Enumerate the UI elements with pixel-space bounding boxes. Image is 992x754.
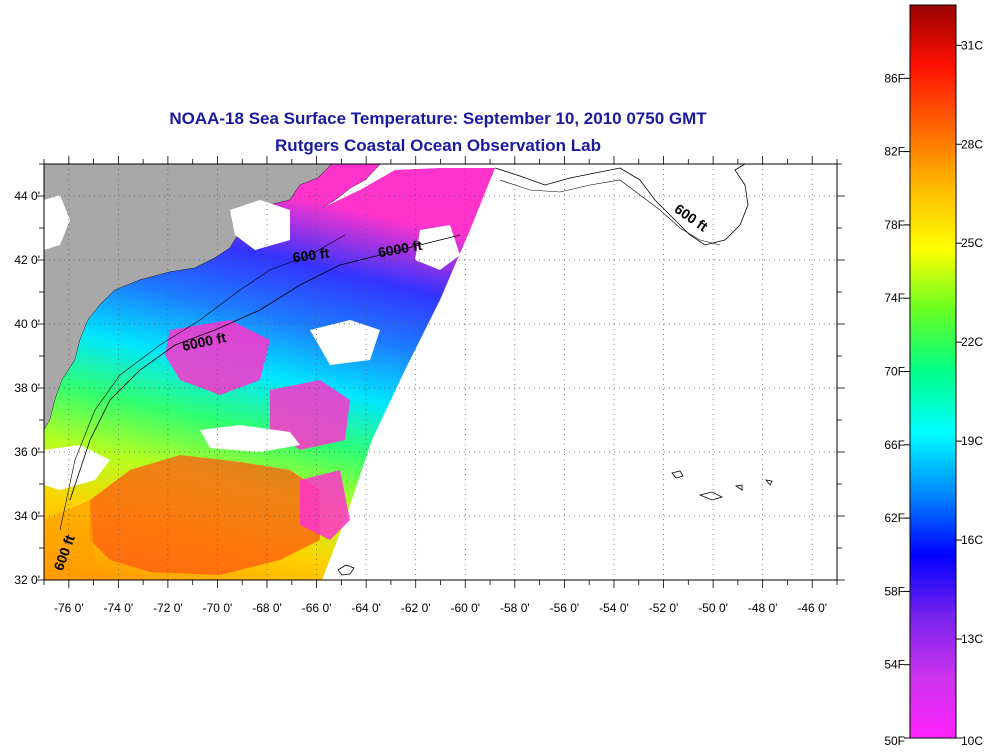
colorbar-celsius-label: 28C	[961, 137, 983, 151]
cloud-4	[230, 200, 290, 250]
cloud-2	[44, 445, 110, 490]
map-frame	[43, 163, 838, 581]
latitude-tick-label: 44 0'	[14, 189, 40, 203]
latitude-tick-label: 40 0'	[14, 317, 40, 331]
longitude-tick-label: -68 0'	[252, 601, 282, 615]
island-bermuda	[337, 564, 355, 576]
island-group-2	[671, 470, 684, 479]
map-subtitle: Rutgers Coastal Ocean Observation Lab	[275, 136, 601, 155]
contour-label: 6000 ft	[377, 237, 424, 261]
colorbar-celsius-label: 31C	[961, 38, 983, 52]
colorbar-celsius-label: 22C	[961, 335, 983, 349]
longitude-tick-label: -56 0'	[550, 601, 580, 615]
longitude-tick-label: -58 0'	[500, 601, 530, 615]
colorbar	[909, 4, 957, 739]
latitude-tick-label: 36 0'	[14, 445, 40, 459]
island-group-1	[698, 491, 724, 501]
latitude-tick-label: 42 0'	[14, 253, 40, 267]
colorbar-fahrenheit-label: 54F	[884, 658, 905, 672]
longitude-tick-label: -52 0'	[649, 601, 679, 615]
colorbar-fahrenheit-label: 78F	[884, 218, 905, 232]
longitude-tick-label: -50 0'	[698, 601, 728, 615]
longitude-tick-label: -74 0'	[104, 601, 134, 615]
cloud-5	[44, 195, 70, 250]
colorbar-fahrenheit-label: 70F	[884, 365, 905, 379]
colorbar-celsius-label: 19C	[961, 434, 983, 448]
longitude-labels: -76 0' -74 0' -72 0' -70 0' -68 0' -66 0' -64 …	[54, 601, 827, 615]
island-group-3	[734, 484, 743, 491]
latitude-labels: 32 0' 34 0' 36 0' 38 0' 40 0' 42 0' 44 0'	[14, 189, 40, 587]
longitude-tick-label: -76 0'	[54, 601, 84, 615]
colorbar-celsius-label: 13C	[961, 632, 983, 646]
contour-6000ft	[69, 234, 461, 501]
longitude-tick-label: -48 0'	[748, 601, 778, 615]
cloud-1	[200, 425, 300, 452]
contour-600ft	[59, 234, 346, 531]
colorbar-fahrenheit-label: 58F	[884, 584, 905, 598]
longitude-tick-label: -64 0'	[351, 601, 381, 615]
colorbar-fahrenheit-label: 66F	[884, 438, 905, 452]
colorbar-celsius-label: 25C	[961, 236, 983, 250]
longitude-tick-label: -54 0'	[599, 601, 629, 615]
latitude-tick-label: 34 0'	[14, 509, 40, 523]
longitude-tick-label: -66 0'	[302, 601, 332, 615]
cold-eddy-3	[300, 470, 350, 540]
warm-region	[90, 455, 320, 575]
longitude-tick-label: -60 0'	[450, 601, 480, 615]
longitude-tick-label: -70 0'	[203, 601, 233, 615]
colorbar-labels: 86F 82F 78F 74F 70F 66F 62F 58F 54F 50F 31C 28C 25C 2…	[884, 38, 983, 748]
latitude-tick-label: 32 0'	[14, 573, 40, 587]
contour-label: 600 ft	[292, 245, 331, 266]
colorbar-fahrenheit-label: 82F	[884, 145, 905, 159]
map-title: NOAA-18 Sea Surface Temperature: Septemb…	[169, 109, 707, 128]
newfoundland-600ft-contour	[499, 179, 721, 246]
cloud-3	[310, 320, 380, 365]
colorbar-fahrenheit-label: 74F	[884, 291, 905, 305]
colorbar-fahrenheit-label: 50F	[884, 734, 905, 748]
colorbar-fahrenheit-label: 62F	[884, 511, 905, 525]
longitude-tick-label: -46 0'	[797, 601, 827, 615]
newfoundland-coast	[494, 164, 749, 246]
longitude-tick-label: -72 0'	[153, 601, 183, 615]
colorbar-celsius-label: 16C	[961, 533, 983, 547]
colorbar-celsius-label: 10C	[961, 734, 983, 748]
latitude-tick-label: 38 0'	[14, 381, 40, 395]
cloud-6	[415, 225, 460, 270]
colorbar-fahrenheit-label: 86F	[884, 71, 905, 85]
island-group-4	[765, 479, 773, 486]
longitude-tick-label: -62 0'	[401, 601, 431, 615]
warm-region-2	[44, 500, 95, 580]
